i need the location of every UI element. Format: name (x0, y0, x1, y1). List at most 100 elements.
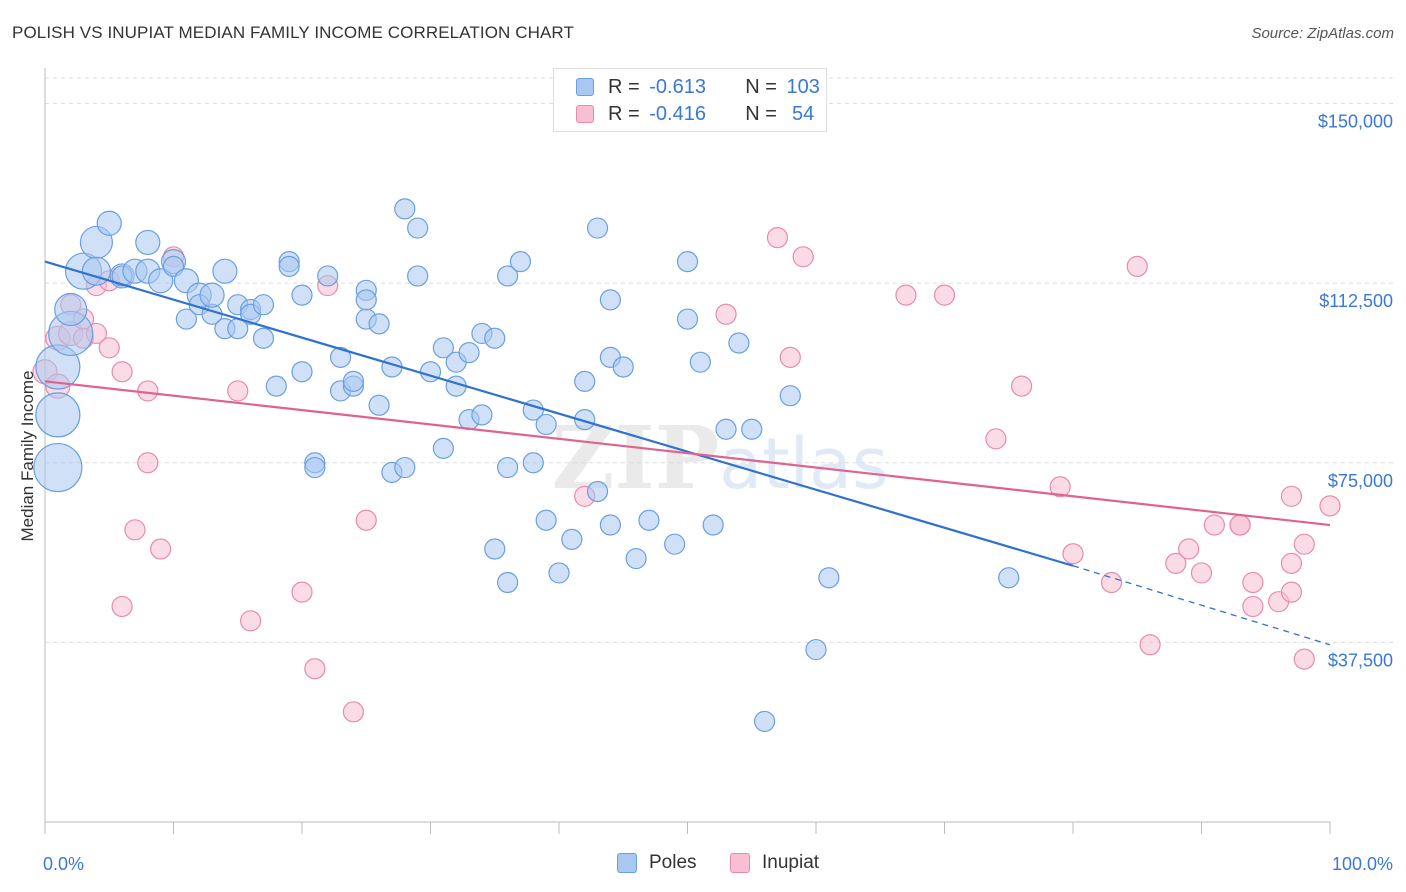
poles-point (497, 456, 519, 479)
poles-swatch (617, 853, 637, 873)
poles-point (818, 567, 840, 589)
inupiat-swatch (576, 105, 594, 123)
legend: R = -0.613 N = 103 R = -0.416 N = 54 (553, 68, 827, 132)
poles-point (586, 480, 609, 503)
poles-point (432, 437, 454, 459)
inupiat-point (137, 452, 159, 474)
inupiat-point (779, 346, 801, 368)
inupiat-point (98, 337, 120, 359)
poles-point (471, 404, 493, 426)
poles-point (805, 638, 827, 661)
poles-point (407, 217, 429, 239)
poles-point (497, 571, 519, 594)
poles-trend-extension (1072, 565, 1331, 646)
poles-point (291, 361, 313, 383)
inupiat-point (1049, 476, 1071, 498)
poles-point (574, 409, 596, 431)
poles-point (199, 282, 225, 308)
poles-point (676, 308, 699, 330)
poles-point (728, 332, 750, 354)
poles-point (638, 509, 660, 531)
poles-point (291, 284, 313, 306)
poles-point (676, 250, 699, 273)
bottom-legend-inupiat: Inupiat (730, 852, 819, 874)
poles-point (522, 452, 544, 474)
legend-n-label: N = (745, 75, 783, 98)
poles-point (394, 456, 416, 479)
poles-point (779, 385, 801, 407)
inupiat-point (1139, 634, 1161, 656)
trend-lines (44, 260, 1331, 646)
y-tick-label: $150,000 (1318, 112, 1393, 132)
inupiat-point (1190, 562, 1213, 584)
poles-point (432, 337, 454, 359)
inupiat-trend-line (44, 380, 1331, 527)
x-tick-label: 100.0% (1332, 854, 1393, 874)
poles-point (702, 514, 724, 536)
inupiat-point (1229, 514, 1251, 536)
poles-point (407, 265, 429, 287)
poles-point (317, 265, 339, 287)
legend-row-inupiat: R = -0.416 N = 54 (576, 102, 814, 126)
poles-point (574, 370, 596, 392)
poles-point (612, 356, 634, 378)
source-text: Source: ZipAtlas.com (1251, 25, 1394, 42)
poles-point (586, 217, 609, 239)
tick-labels: $37,500 $75,000 $112,500 $150,000 0.0% 100.0% (43, 112, 1393, 874)
inupiat-point (895, 284, 917, 306)
y-axis-label: Median Family Income (18, 370, 37, 541)
chart-title: POLISH VS INUPIAT MEDIAN FAMILY INCOME C… (12, 23, 574, 42)
poles-point (998, 567, 1020, 589)
poles-point (304, 456, 326, 479)
inupiat-point (1178, 538, 1200, 560)
inupiat-point (291, 581, 313, 603)
inupiat-point (1293, 648, 1315, 670)
inupiat-point (124, 519, 146, 541)
poles-point (96, 210, 122, 236)
poles-point (368, 394, 390, 416)
legend-n-label: N = (745, 102, 783, 125)
poles-point (81, 256, 112, 286)
inupiat-point (227, 380, 249, 402)
inupiat-point (1280, 485, 1303, 507)
inupiat-point (766, 227, 789, 249)
inupiat-point (933, 284, 956, 306)
inupiat-point (137, 380, 159, 402)
y-tick-label: $37,500 (1328, 650, 1393, 670)
poles-point (509, 250, 532, 273)
inupiat-point (1242, 571, 1264, 594)
poles-point (599, 289, 622, 311)
poles-points (33, 198, 1020, 733)
poles-point (329, 346, 352, 368)
inupiat-point (1062, 543, 1084, 565)
inupiat-point (355, 509, 377, 531)
poles-point (535, 509, 557, 531)
poles-point (265, 375, 287, 397)
poles-swatch (576, 78, 594, 96)
axes (44, 68, 1331, 834)
y-tick-label: $112,500 (1319, 291, 1393, 311)
poles-point (278, 255, 300, 277)
inupiat-point (111, 361, 133, 383)
inupiat-point (1165, 552, 1187, 574)
legend-r-label: R = (608, 75, 646, 98)
legend-r-label: R = (608, 102, 646, 125)
poles-point (394, 198, 416, 220)
inupiat-point (985, 428, 1007, 450)
poles-point (54, 292, 88, 327)
bottom-legend-poles-label: Poles (649, 852, 697, 873)
poles-point (33, 442, 83, 493)
legend-n-value: 103 (786, 75, 820, 98)
inupiat-point (111, 595, 133, 618)
poles-trend-line (44, 260, 1074, 567)
legend-row-poles: R = -0.613 N = 103 (576, 75, 820, 99)
poles-point (535, 413, 557, 436)
poles-point (342, 370, 364, 392)
x-tick-label: 0.0% (43, 854, 84, 874)
poles-point (252, 327, 275, 349)
poles-point (561, 528, 583, 551)
inupiat-point (1242, 595, 1264, 618)
poles-point (368, 313, 390, 335)
poles-point (715, 418, 737, 440)
